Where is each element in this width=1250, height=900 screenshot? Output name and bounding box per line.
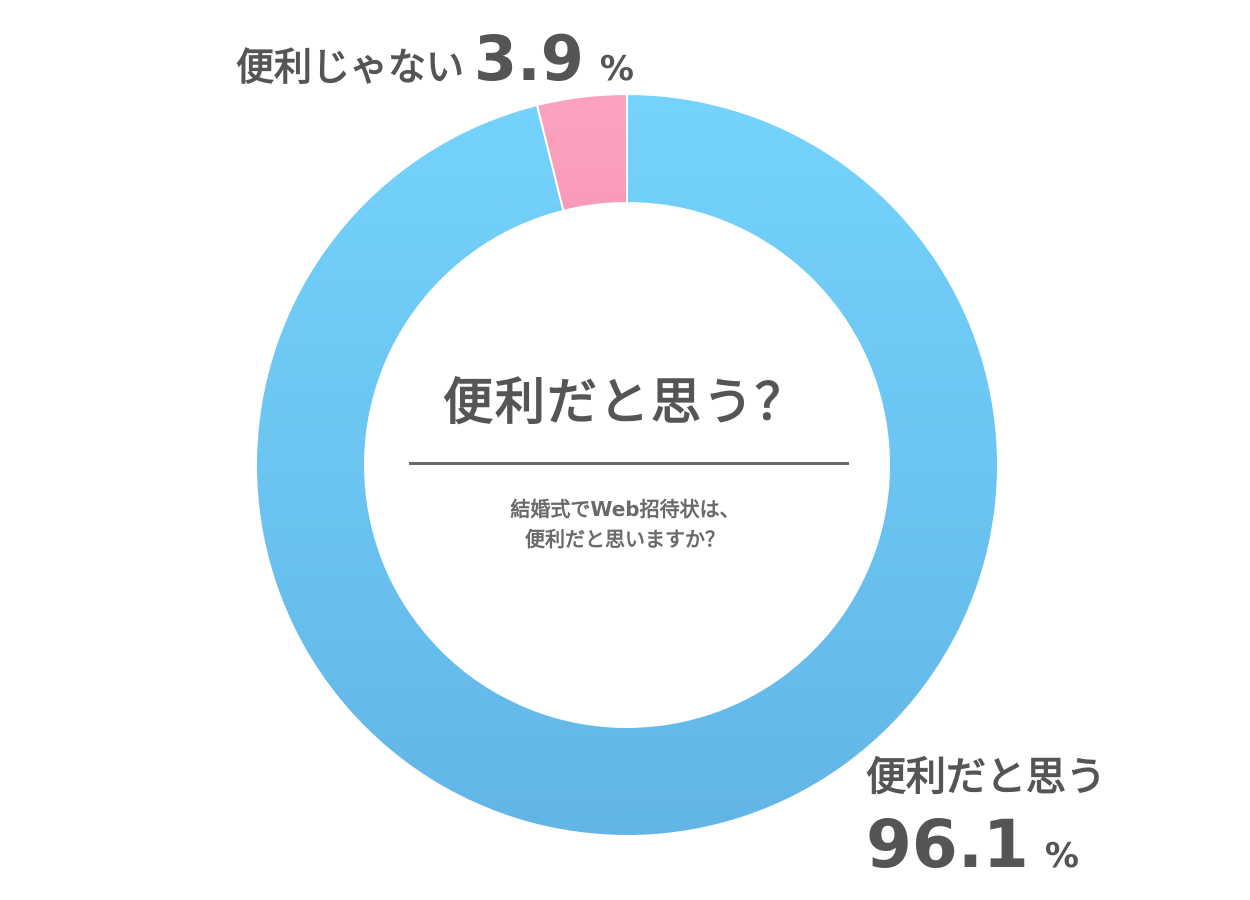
center-title: 便利だと思う？ (443, 373, 807, 431)
slice-label-convenient-name: 便利だと思う (866, 754, 1106, 800)
slice-label-convenient-value-line: 96.1% (866, 806, 1106, 883)
slice-label-not-convenient-value: 3.9 (474, 22, 584, 95)
slice-label-convenient: 便利だと思う 96.1% (866, 752, 1106, 883)
slice-label-convenient-unit: % (1044, 836, 1079, 876)
slice-label-not-convenient: 便利じゃない 3.9% (236, 22, 634, 95)
donut-slice-not-convenient (535, 92, 628, 213)
slice-label-not-convenient-name: 便利じゃない (236, 45, 465, 89)
center-subtitle-line-1: 結婚式でWeb招待状は、 (510, 497, 740, 521)
center-divider (409, 462, 849, 465)
slice-label-not-convenient-unit: % (599, 49, 634, 89)
center-subtitle: 結婚式でWeb招待状は、 便利だと思いますか？ (395, 494, 855, 554)
center-subtitle-line-2: 便利だと思いますか？ (525, 527, 725, 551)
donut-slice-convenient (255, 92, 999, 837)
slice-label-convenient-value: 96.1 (866, 806, 1029, 883)
